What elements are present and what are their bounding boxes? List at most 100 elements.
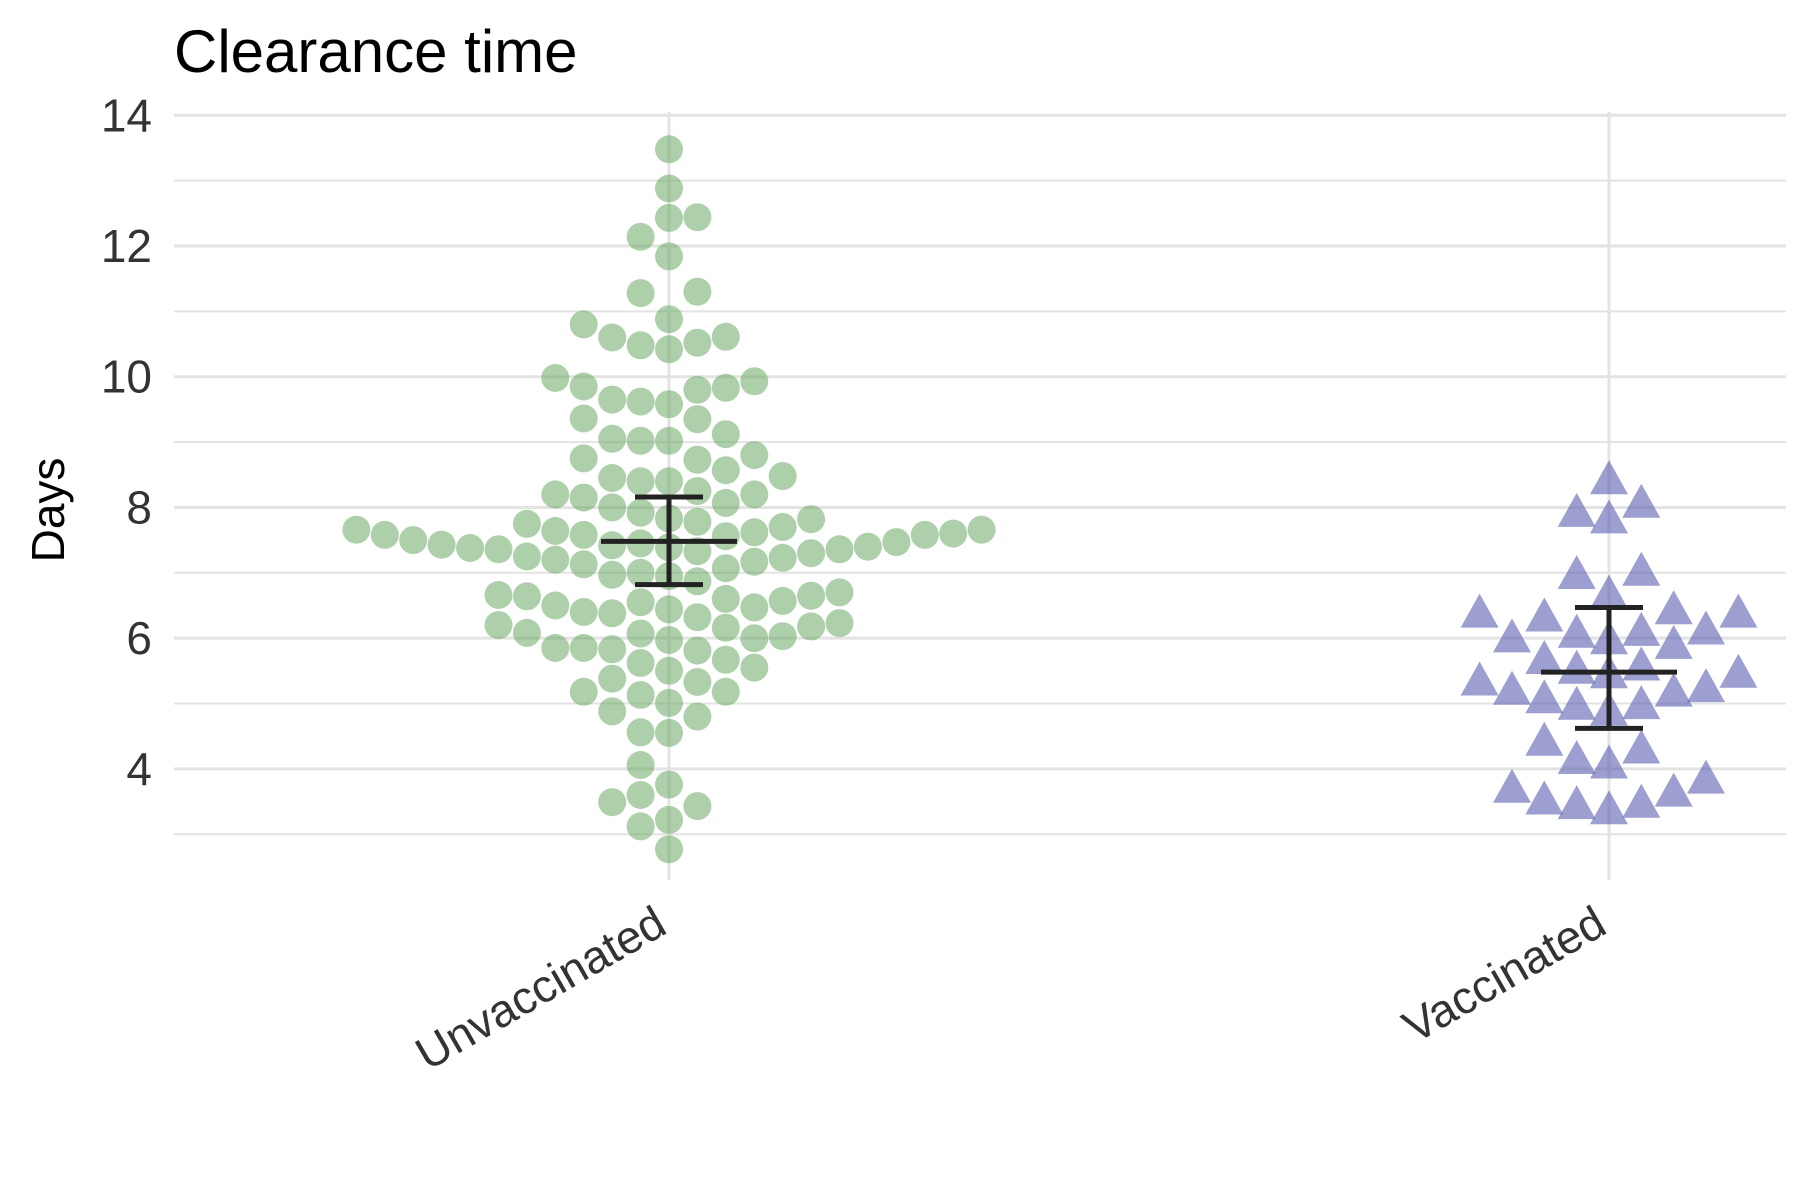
data-point [598, 560, 627, 589]
data-point [882, 528, 911, 557]
data-point [683, 477, 712, 506]
data-point [655, 770, 683, 799]
data-point [1622, 729, 1661, 764]
data-point [1622, 551, 1661, 586]
data-point [626, 498, 655, 527]
data-point [598, 599, 627, 628]
data-point [655, 390, 683, 419]
data-point [569, 310, 598, 339]
data-point [456, 534, 485, 562]
data-point [541, 517, 570, 545]
data-point [768, 462, 797, 491]
data-point [541, 545, 570, 574]
data-point [683, 603, 712, 632]
data-point [655, 805, 683, 834]
data-point [683, 445, 712, 474]
data-point [655, 688, 683, 717]
data-point [1654, 624, 1693, 659]
data-point [1493, 768, 1531, 803]
data-point [1622, 611, 1661, 646]
x-tick-labels: Unvaccinated Vaccinated [407, 896, 1614, 1080]
data-point [797, 581, 826, 610]
data-point [655, 135, 683, 164]
data-point [1654, 590, 1693, 625]
data-point [683, 375, 712, 404]
data-point [598, 531, 627, 560]
data-point [1622, 483, 1661, 518]
data-point [626, 812, 655, 841]
data-point [512, 618, 541, 647]
data-point [484, 611, 513, 640]
data-point [1557, 613, 1596, 648]
data-point [740, 518, 769, 547]
data-point [626, 558, 655, 587]
data-point [626, 619, 655, 648]
chart-title: Clearance time [174, 18, 578, 85]
data-point [512, 509, 541, 538]
data-point [626, 467, 655, 496]
data-point [655, 174, 683, 203]
data-point [1525, 780, 1564, 815]
data-point [626, 279, 655, 308]
data-point [939, 519, 968, 548]
data-point [740, 480, 769, 509]
data-point [1654, 672, 1693, 707]
y-tick-labels: 4 6 8 10 12 14 [101, 89, 152, 795]
data-point [484, 581, 513, 609]
data-point [626, 588, 655, 617]
data-point [598, 424, 627, 453]
data-point [711, 456, 740, 485]
data-point [370, 520, 399, 549]
data-point [655, 835, 683, 864]
data-point [569, 677, 598, 706]
data-point [797, 505, 826, 534]
data-point [1687, 668, 1725, 703]
data-point [768, 586, 797, 615]
data-point [1654, 772, 1693, 807]
data-point [711, 373, 740, 402]
data-point [711, 488, 740, 517]
data-point [484, 535, 513, 564]
data-point [1557, 785, 1596, 820]
data-point [655, 718, 683, 747]
y-tick-label: 10 [101, 351, 152, 403]
data-point [626, 751, 655, 779]
data-point [683, 405, 712, 434]
data-point [1557, 555, 1596, 589]
data-point [569, 372, 598, 401]
data-point [768, 622, 797, 651]
data-point [1590, 460, 1628, 495]
data-point [740, 441, 769, 470]
data-point [683, 668, 712, 696]
data-point [626, 781, 655, 809]
data-point [655, 467, 683, 496]
data-point [512, 582, 541, 611]
data-point [655, 426, 683, 455]
data-point [569, 520, 598, 549]
data-point [967, 515, 996, 544]
data-point [1493, 618, 1531, 653]
data-point [1557, 492, 1596, 527]
data-point [797, 539, 826, 568]
data-point [569, 634, 598, 662]
data-point [1557, 740, 1596, 774]
data-point [740, 593, 769, 622]
data-point [1622, 685, 1661, 720]
x-tick-label: Unvaccinated [407, 896, 674, 1080]
data-point [598, 635, 627, 664]
data-point [598, 697, 627, 726]
data-point [569, 598, 598, 626]
data-point [910, 520, 939, 549]
y-axis-label: Days [22, 458, 74, 563]
data-point [711, 677, 740, 706]
data-point [683, 792, 712, 821]
data-point [512, 542, 541, 571]
y-tick-label: 8 [126, 481, 152, 533]
grid [174, 112, 1786, 880]
data-point [825, 578, 854, 607]
data-point [768, 513, 797, 541]
data-point [683, 567, 712, 596]
data-point [541, 591, 570, 620]
data-point [683, 328, 712, 357]
data-point [711, 645, 740, 674]
